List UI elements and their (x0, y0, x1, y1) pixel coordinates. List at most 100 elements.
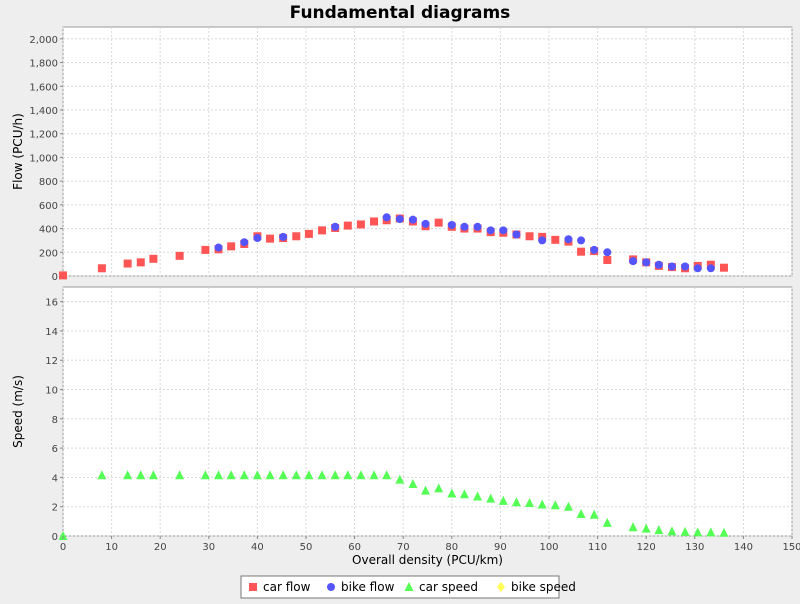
legend-marker (327, 583, 335, 591)
data-point (214, 243, 223, 252)
legend-item-car-flow: car flow (249, 580, 311, 594)
data-point (279, 232, 288, 241)
y-tick-label: 2 (52, 503, 58, 514)
y-tick-label: 0 (52, 532, 58, 543)
data-point (395, 474, 405, 484)
data-point (201, 245, 210, 254)
data-point (434, 218, 443, 227)
legend-item-car-speed: car speed (404, 580, 478, 594)
data-point (292, 232, 301, 241)
x-tick-label: 150 (782, 542, 800, 553)
data-point (343, 221, 352, 230)
data-point (356, 470, 366, 480)
data-point (550, 500, 560, 510)
data-point (654, 525, 664, 535)
data-point (499, 226, 508, 235)
data-point (370, 217, 379, 226)
data-point (356, 220, 365, 229)
y-tick-label: 6 (52, 444, 58, 455)
data-point (512, 230, 521, 239)
data-point (395, 215, 404, 224)
x-tick-label: 80 (445, 542, 458, 553)
data-point (719, 527, 729, 537)
data-point (681, 262, 690, 271)
data-point (331, 222, 340, 231)
x-tick-label: 100 (539, 542, 558, 553)
y-tick-label: 800 (39, 177, 58, 188)
data-point (343, 470, 353, 480)
x-tick-label: 30 (202, 542, 215, 553)
data-point (291, 470, 301, 480)
data-point (693, 527, 703, 537)
data-point (667, 526, 677, 536)
data-point (654, 260, 663, 269)
legend-label: car flow (263, 580, 311, 594)
data-point (136, 470, 146, 480)
y-tick-label: 600 (39, 201, 58, 212)
data-point (486, 493, 496, 503)
data-point (97, 264, 106, 273)
y-tick-label: 1,600 (29, 82, 58, 93)
data-point (226, 470, 236, 480)
data-point (537, 499, 547, 509)
data-point (266, 234, 275, 243)
x-tick-label: 70 (397, 542, 410, 553)
data-point (629, 257, 638, 266)
data-point (563, 501, 573, 511)
data-point (123, 259, 132, 268)
y-tick-label: 1,000 (29, 153, 58, 164)
x-tick-label: 20 (154, 542, 167, 553)
data-point (408, 215, 417, 224)
legend-item-bike-flow: bike flow (327, 580, 395, 594)
x-tick-label: 40 (251, 542, 264, 553)
legend-marker (497, 582, 505, 592)
data-point (253, 234, 262, 243)
x-tick-label: 130 (685, 542, 704, 553)
y-tick-label: 8 (52, 415, 58, 426)
data-point (421, 219, 430, 228)
data-point (421, 485, 431, 495)
data-point (252, 470, 262, 480)
data-point (603, 255, 612, 264)
legend-marker (249, 583, 257, 591)
subplot-0: 0 200 400 600 800 1,000 1,200 1,400 1,600 1,800 2,… (11, 26, 793, 283)
y-tick-label: 1,200 (29, 130, 58, 141)
data-point (628, 522, 638, 532)
x-axis-label: Overall density (PCU/km) (352, 553, 503, 567)
data-point (200, 470, 210, 480)
y-tick-label: 10 (45, 386, 58, 397)
x-tick-label: 140 (734, 542, 753, 553)
data-point (434, 483, 444, 493)
data-point (304, 229, 313, 238)
data-point (576, 509, 586, 519)
data-point (382, 213, 391, 222)
y-tick-label: 0 (52, 272, 58, 283)
series-car-speed (58, 470, 729, 540)
x-tick-label: 10 (105, 542, 118, 553)
data-point (706, 527, 716, 537)
y-tick-label: 200 (39, 248, 58, 259)
plot-area (62, 26, 793, 277)
data-point (459, 489, 469, 499)
x-tick-label: 110 (588, 542, 607, 553)
x-tick-label: 90 (494, 542, 507, 553)
data-point (240, 238, 249, 247)
data-point (602, 517, 612, 527)
data-point (148, 470, 158, 480)
y-tick-label: 4 (52, 473, 58, 484)
data-point (214, 470, 224, 480)
data-point (473, 491, 483, 501)
legend: car flow bike flow car speed bike speed (240, 575, 576, 599)
data-point (382, 470, 392, 480)
data-point (486, 226, 495, 235)
data-point (58, 531, 68, 540)
y-tick-label: 14 (45, 327, 58, 338)
data-point (265, 470, 275, 480)
data-point (538, 236, 547, 245)
y-axis-label: Flow (PCU/h) (11, 113, 25, 190)
y-tick-label: 400 (39, 225, 58, 236)
data-point (551, 235, 560, 244)
data-point (447, 221, 456, 230)
legend-label: car speed (419, 580, 478, 594)
data-point (693, 264, 702, 273)
